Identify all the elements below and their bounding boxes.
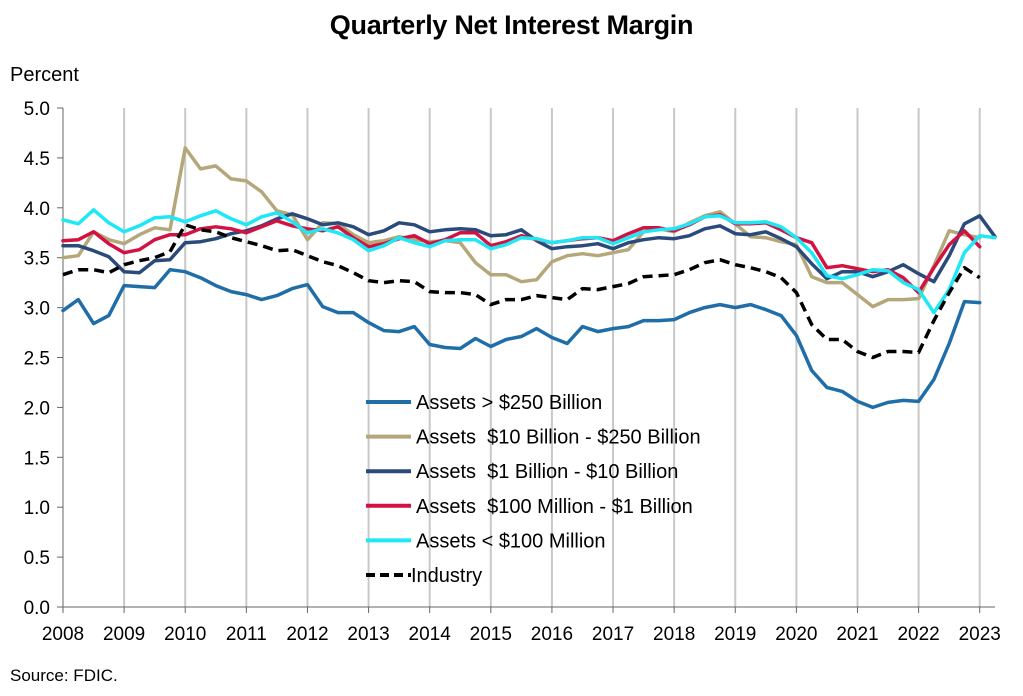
x-tick-label: 2011 [226, 624, 267, 645]
x-tick-label: 2020 [775, 624, 817, 645]
y-tick-label: 0.0 [24, 598, 50, 619]
y-tick-label: 3.5 [24, 249, 50, 270]
legend-label: Assets < $100 Million [416, 530, 606, 552]
source-note: Source: FDIC. [10, 666, 118, 685]
legend-label: Assets $100 Million - $1 Billion [416, 496, 693, 518]
series-line-0 [61, 267, 982, 410]
legend: Assets > $250 Billion Assets $10 Billion … [366, 392, 701, 587]
series-line-2 [61, 212, 997, 284]
y-tick-label: 1.0 [24, 498, 50, 519]
x-tick-label: 2014 [409, 624, 452, 645]
series-line-1 [61, 146, 982, 309]
chart-title: Quarterly Net Interest Margin [329, 10, 694, 40]
x-tick-label: 2016 [531, 624, 573, 645]
x-tick-label: 2017 [592, 624, 634, 645]
y-tick-label: 4.5 [24, 149, 50, 170]
legend-label: Assets $10 Billion - $250 Billion [416, 427, 701, 449]
x-tick-label: 2021 [836, 624, 878, 645]
x-tick-label: 2015 [470, 624, 512, 645]
x-tick-label: 2022 [897, 624, 939, 645]
x-tick-label: 2018 [653, 624, 695, 645]
x-tick-label: 2009 [103, 624, 145, 645]
series-lines [61, 146, 997, 410]
legend-label: Industry [411, 565, 482, 587]
series-line-3 [61, 213, 982, 295]
series-line-5 [62, 223, 981, 360]
y-tick-label: 0.5 [24, 548, 50, 569]
legend-label: Assets $1 Billion - $10 Billion [416, 461, 678, 483]
y-axis-unit-label: Percent [10, 64, 79, 86]
y-tick-label: 5.0 [24, 99, 50, 120]
gridlines [123, 108, 981, 607]
x-tick-label: 2013 [347, 624, 389, 645]
axes: 2008 2009 2010 2011 2012 2013 2014 2015 2016 2017… [24, 99, 1001, 645]
x-tick-label: 2012 [286, 624, 328, 645]
y-tick-label: 4.0 [24, 199, 50, 220]
x-tick-label: 2010 [164, 624, 206, 645]
x-tick-label: 2019 [714, 624, 756, 645]
y-tick-label: 2.0 [24, 398, 50, 419]
y-tick-label: 3.0 [24, 299, 50, 320]
legend-label: Assets > $250 Billion [416, 392, 602, 414]
x-tick-label: 2008 [42, 624, 84, 645]
x-tick-label: 2023 [959, 624, 1001, 645]
y-tick-label: 1.5 [24, 448, 50, 469]
y-tick-label: 2.5 [24, 349, 50, 370]
series-line-4 [61, 208, 997, 315]
